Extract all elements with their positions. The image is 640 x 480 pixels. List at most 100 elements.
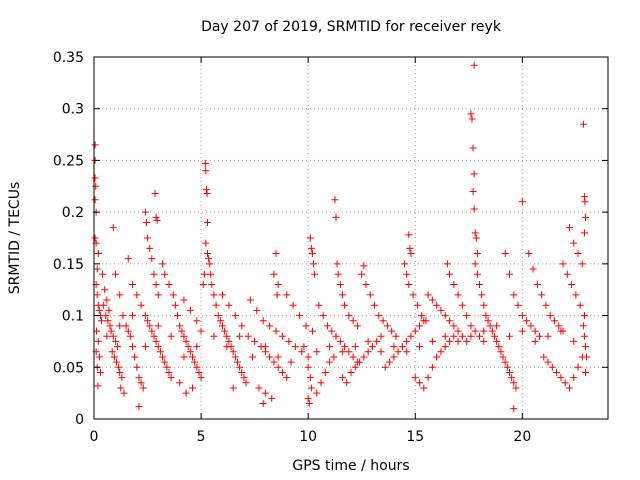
data-point [582, 213, 590, 221]
y-tick-label: 0.1 [62, 309, 84, 325]
data-point [433, 301, 441, 309]
y-tick-label: 0.3 [62, 102, 84, 118]
x-tick-label: 5 [197, 429, 206, 445]
data-point [144, 317, 152, 325]
data-point [356, 358, 364, 366]
data-point [467, 110, 475, 118]
data-point [156, 348, 164, 356]
data-point [229, 384, 237, 392]
axis-ticks: 0 0.05 0.1 0.15 0.2 0.25 0.3 0.35 0 5 10 15 20 [53, 50, 608, 445]
y-tick-label: 0 [75, 412, 84, 428]
data-point [159, 260, 167, 268]
data-point [542, 301, 550, 309]
data-point [364, 337, 372, 345]
data-point [333, 260, 341, 268]
data-point [418, 312, 426, 320]
data-point [167, 332, 175, 340]
data-point [351, 343, 359, 351]
data-point [580, 312, 588, 320]
data-point [331, 196, 339, 204]
data-point [148, 327, 156, 335]
data-point [154, 322, 162, 330]
data-point [94, 382, 102, 390]
data-point [581, 198, 589, 206]
data-point [338, 374, 346, 382]
data-point [328, 327, 336, 335]
data-point [582, 343, 590, 351]
data-point [583, 353, 591, 361]
data-point [207, 270, 215, 278]
data-point [358, 270, 366, 278]
data-point [202, 185, 210, 193]
data-point [409, 291, 417, 299]
plot-frame [93, 56, 609, 420]
data-point [351, 363, 359, 371]
data-point [478, 291, 486, 299]
data-point [371, 301, 379, 309]
data-point [546, 312, 554, 320]
data-point [229, 348, 237, 356]
data-point [148, 255, 156, 263]
data-point [231, 312, 239, 320]
data-point [375, 312, 383, 320]
data-point [349, 317, 357, 325]
data-point [131, 353, 139, 361]
data-point [505, 270, 513, 278]
data-point [450, 281, 458, 289]
data-point [129, 281, 137, 289]
data-point [289, 301, 297, 309]
data-point [135, 374, 143, 382]
data-point [345, 348, 353, 356]
data-point [336, 281, 344, 289]
data-point [311, 270, 319, 278]
data-point [203, 190, 211, 198]
data-point [93, 265, 101, 273]
data-point [381, 363, 389, 371]
data-point [518, 327, 526, 335]
data-point [193, 343, 201, 351]
data-point [508, 374, 516, 382]
data-point [531, 337, 539, 345]
data-point [407, 250, 415, 258]
data-point [101, 286, 109, 294]
data-point [441, 343, 449, 351]
data-point [106, 322, 114, 330]
data-point [416, 343, 424, 351]
data-point [538, 291, 546, 299]
data-point [169, 291, 177, 299]
data-point [510, 291, 518, 299]
data-point [441, 312, 449, 320]
data-point [195, 368, 203, 376]
data-point [561, 379, 569, 387]
data-point [308, 327, 316, 335]
data-point [259, 317, 267, 325]
data-point [512, 384, 520, 392]
data-point [154, 343, 162, 351]
data-point [110, 353, 118, 361]
x-tick-label: 10 [299, 429, 317, 445]
data-point [514, 301, 522, 309]
data-point [557, 327, 565, 335]
data-point [307, 244, 315, 252]
data-point [392, 332, 400, 340]
data-point [313, 348, 321, 356]
data-point [428, 296, 436, 304]
data-point [278, 368, 286, 376]
data-point [304, 363, 312, 371]
data-point [424, 374, 432, 382]
data-point [119, 312, 127, 320]
data-point [454, 327, 462, 335]
data-point [304, 394, 312, 402]
data-point [332, 332, 340, 340]
data-point [341, 301, 349, 309]
data-point [104, 317, 112, 325]
data-point [197, 327, 205, 335]
data-point [334, 270, 342, 278]
y-tick-label: 0.35 [53, 50, 84, 66]
data-point [343, 379, 351, 387]
data-point [238, 368, 246, 376]
data-point [565, 384, 573, 392]
data-point [214, 312, 222, 320]
grid-lines [94, 57, 608, 419]
data-point [278, 332, 286, 340]
